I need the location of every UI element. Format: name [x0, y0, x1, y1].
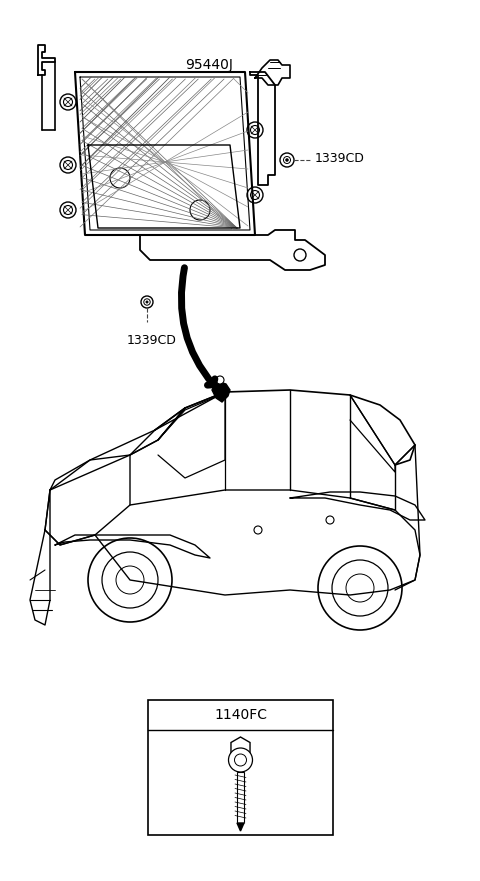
Circle shape [216, 376, 224, 384]
Circle shape [102, 552, 158, 608]
Text: 1339CD: 1339CD [315, 152, 365, 166]
Circle shape [286, 159, 288, 161]
Circle shape [280, 153, 294, 167]
Bar [237, 772, 244, 823]
Circle shape [318, 546, 402, 630]
Circle shape [144, 299, 150, 305]
Circle shape [60, 94, 76, 110]
Text: 1140FC: 1140FC [214, 708, 267, 722]
Polygon shape [212, 382, 230, 402]
Polygon shape [231, 737, 250, 759]
Circle shape [60, 157, 76, 173]
Circle shape [235, 754, 247, 766]
Circle shape [284, 157, 290, 164]
Circle shape [247, 187, 263, 203]
Circle shape [60, 202, 76, 218]
Circle shape [332, 560, 388, 616]
Text: 95440J: 95440J [185, 58, 233, 72]
Text: 1339CD: 1339CD [127, 334, 177, 347]
Circle shape [146, 300, 148, 303]
Circle shape [88, 538, 172, 622]
Bar [148, 700, 333, 835]
Circle shape [247, 122, 263, 138]
Circle shape [141, 296, 153, 308]
Circle shape [228, 748, 252, 772]
Polygon shape [237, 823, 244, 831]
